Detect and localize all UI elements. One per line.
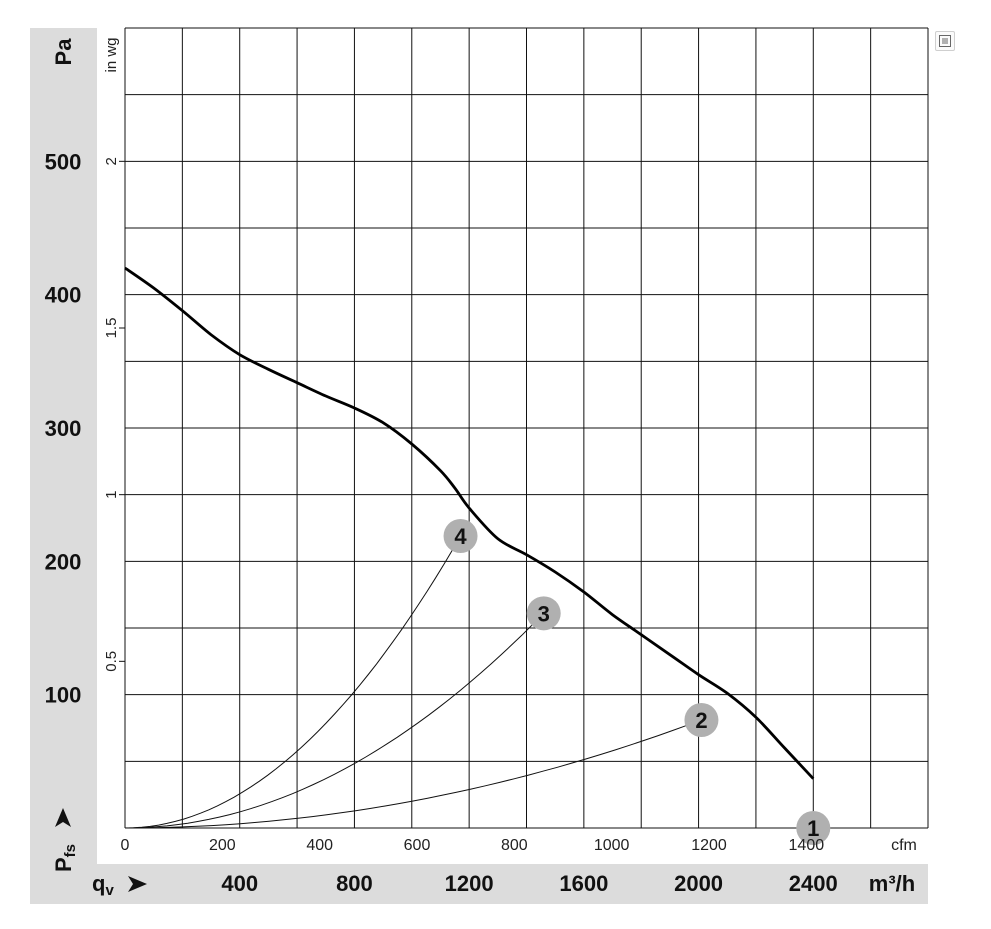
cfm-tick-label: 600 bbox=[404, 837, 431, 854]
export-button[interactable] bbox=[935, 31, 955, 51]
cfm-unit-label: cfm bbox=[891, 837, 917, 854]
system-curve-2 bbox=[124, 719, 702, 829]
operating-point-marker bbox=[796, 811, 831, 845]
operating-point-marker bbox=[526, 596, 561, 631]
pressure-symbol-subscript: fs bbox=[62, 844, 79, 857]
inwg-tick-label: 0.5 bbox=[103, 651, 120, 672]
operating-point-label: 4 bbox=[454, 524, 467, 549]
operating-point-2: 2 bbox=[684, 703, 719, 737]
operating-point-label: 3 bbox=[538, 601, 550, 626]
export-icon bbox=[939, 35, 951, 47]
axis-labels: 100 200 300 400 500 Pa 0.5 1 1.5 2 in wg 0 200 400 600… bbox=[45, 37, 917, 899]
grid bbox=[124, 27, 929, 829]
flow-tick-label: 2000 bbox=[674, 871, 723, 896]
flow-tick-label: 800 bbox=[336, 871, 373, 896]
fan-curve-line bbox=[124, 266, 815, 780]
flow-symbol-subscript: v bbox=[105, 882, 114, 899]
pressure-tick-label: 500 bbox=[45, 149, 82, 174]
inwg-tick-label: 2 bbox=[103, 157, 120, 165]
operating-points: 1 2 3 4 bbox=[443, 519, 831, 845]
operating-point-label: 2 bbox=[695, 708, 707, 733]
operating-point-3: 3 bbox=[526, 596, 561, 631]
cfm-tick-label: 400 bbox=[306, 837, 333, 854]
system-curves bbox=[124, 535, 702, 829]
pressure-tick-label: 300 bbox=[45, 416, 82, 441]
operating-point-label: 1 bbox=[807, 816, 819, 841]
inwg-tick-marks bbox=[119, 160, 125, 662]
flow-arrow-icon bbox=[128, 876, 147, 892]
pressure-axis-band bbox=[30, 28, 97, 904]
cfm-tick-label: 1200 bbox=[691, 837, 727, 854]
flow-tick-label: 1200 bbox=[445, 871, 494, 896]
inwg-tick-label: 1.5 bbox=[103, 318, 120, 339]
operating-point-marker bbox=[443, 519, 478, 553]
flow-tick-label: 2400 bbox=[789, 871, 838, 896]
system-curve-4 bbox=[124, 535, 461, 829]
operating-point-1: 1 bbox=[796, 811, 831, 845]
system-curve-3 bbox=[124, 612, 545, 829]
flow-tick-label: 1600 bbox=[559, 871, 608, 896]
cfm-tick-label: 1000 bbox=[594, 837, 630, 854]
operating-point-marker bbox=[684, 703, 719, 737]
flow-tick-label: 400 bbox=[221, 871, 258, 896]
flow-unit-label: m³/h bbox=[869, 871, 915, 896]
flow-axis-band bbox=[97, 864, 928, 904]
cfm-tick-label: 0 bbox=[121, 837, 130, 854]
cfm-tick-label: 800 bbox=[501, 837, 528, 854]
inwg-tick-label: 1 bbox=[103, 490, 120, 498]
cfm-tick-label: 1400 bbox=[789, 837, 825, 854]
pressure-tick-label: 400 bbox=[45, 283, 82, 308]
operating-point-4: 4 bbox=[443, 519, 478, 553]
pressure-tick-label: 100 bbox=[45, 683, 82, 708]
pressure-unit-label: Pa bbox=[51, 38, 76, 66]
pressure-tick-label: 200 bbox=[45, 549, 82, 574]
pressure-arrow-icon bbox=[55, 808, 71, 827]
inwg-unit-label: in wg bbox=[103, 37, 120, 72]
cfm-tick-label: 200 bbox=[209, 837, 236, 854]
